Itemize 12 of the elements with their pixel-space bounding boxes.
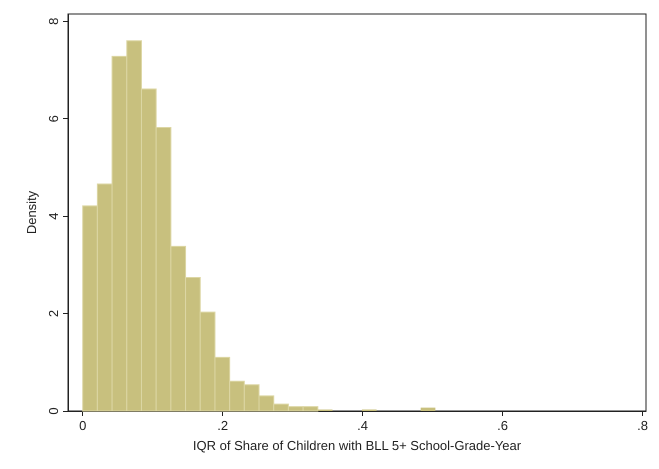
x-axis-title: IQR of Share of Children with BLL 5+ School-Grade-Year: [192, 438, 522, 453]
y-axis-title: Density: [24, 190, 39, 234]
y-tick-label: 0: [46, 407, 61, 415]
y-tick-label: 4: [46, 212, 61, 220]
x-tick-label: .4: [357, 418, 368, 433]
x-tick-label: .6: [497, 418, 508, 433]
x-tick-label: 0: [79, 418, 86, 433]
y-tick-label: 2: [46, 310, 61, 318]
y-tick-label: 8: [46, 18, 61, 25]
y-tick-label: 6: [46, 115, 61, 122]
x-tick-label: .2: [217, 418, 228, 433]
x-tick-label: .8: [637, 418, 648, 433]
